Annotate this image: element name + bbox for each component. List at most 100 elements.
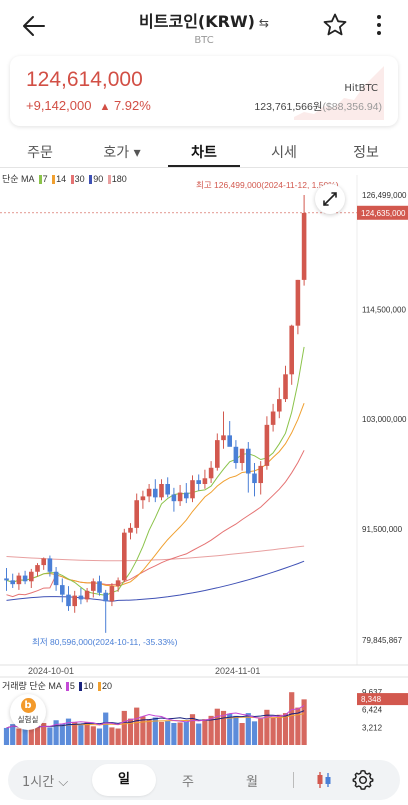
volume-bar: [189, 714, 196, 745]
tab-bar: 주문 호가 ▾ 차트 시세 정보: [0, 134, 408, 168]
interval-select[interactable]: 1시간 ⌵: [22, 771, 68, 790]
current-volume-tag: [357, 693, 408, 706]
volume-bar: [109, 727, 115, 745]
page-subtitle: BTC: [194, 35, 214, 46]
candle-body: [109, 586, 115, 602]
ma30-label: 30: [74, 174, 85, 184]
star-icon[interactable]: [322, 12, 348, 38]
volume-bar: [96, 728, 103, 745]
tab-order[interactable]: 주문: [27, 145, 53, 161]
ma7-swatch: [38, 175, 42, 185]
volume-tick-label: 9,637: [362, 688, 383, 697]
volume-legend-prefix: 거래량 단순 MA: [2, 681, 62, 691]
volume-bar: [251, 721, 258, 745]
more-menu-icon[interactable]: [372, 12, 386, 38]
volume-bar: [233, 715, 239, 745]
y-tick-label: 126,499,000: [362, 191, 407, 200]
ma180-swatch: [107, 175, 111, 185]
candle-body: [295, 279, 301, 326]
active-tab-indicator: [168, 165, 240, 167]
back-arrow-icon[interactable]: [20, 12, 48, 40]
candle-body: [283, 374, 288, 400]
volume-legend: 거래량 단순 MA 5 10 20: [2, 679, 112, 692]
settings-gear-icon[interactable]: [352, 769, 374, 791]
candle-body: [177, 492, 183, 502]
low-annotation: 최저 80,596,000(2024-10-11, -35.33%): [32, 637, 178, 647]
ma7-label: 7: [42, 174, 48, 184]
volume-bar: [78, 724, 84, 745]
volume-bar: [196, 723, 202, 745]
change-amount: +9,142,000: [26, 98, 92, 113]
high-annotation: 최고 126,499,000(2024-11-12, 1.50%): [196, 180, 339, 190]
volume-bar: [220, 710, 227, 745]
period-day-button[interactable]: 일: [92, 764, 156, 796]
expand-chart-button[interactable]: [315, 184, 345, 214]
volume-bar: [65, 718, 72, 745]
candle-body: [277, 399, 282, 412]
volume-bar: [84, 722, 90, 745]
volume-bar: [245, 713, 251, 745]
x-tick-label: 2024-10-01: [28, 666, 74, 676]
volume-bar: [289, 692, 295, 745]
vma20-swatch: [97, 682, 101, 692]
candle-body: [202, 478, 208, 485]
expand-icon: [323, 192, 337, 206]
exchange-price-usd: ($88,356.94): [322, 101, 382, 113]
candle-body: [264, 424, 270, 466]
candle-body: [301, 212, 307, 280]
ma30-swatch: [70, 175, 74, 185]
volume-bar: [28, 726, 34, 745]
candle-body: [190, 480, 195, 499]
price-card: 124,614,000 +9,142,000 ▲ 7.92% HitBTC 123…: [10, 56, 398, 126]
volume-bar: [72, 721, 78, 745]
candle-body: [122, 532, 127, 581]
vma5-line: [6, 704, 305, 729]
volume-bar: [282, 713, 289, 745]
volume-tick-label: 3,212: [362, 723, 383, 732]
swap-icon[interactable]: ⇆: [258, 16, 269, 30]
ma90-line: [6, 560, 305, 602]
candle-body: [171, 494, 177, 502]
price-chart[interactable]: 126,499,000 114,500,000 103,000,000 91,500,…: [0, 170, 408, 760]
volume-bar: [140, 716, 146, 745]
vma10-swatch: [79, 682, 83, 692]
tab-orderbook[interactable]: 호가 ▾: [103, 145, 141, 161]
candle-body: [221, 435, 226, 441]
candle-body: [239, 448, 245, 464]
volume-bar: [90, 726, 96, 745]
title-box[interactable]: 비트코인(KRW) ⇆ BTC: [80, 8, 328, 46]
page-title: 비트코인(KRW): [139, 12, 255, 31]
volume-bar: [171, 723, 177, 745]
tab-info[interactable]: 정보: [353, 145, 379, 161]
candle-body: [4, 578, 9, 581]
vma10-label: 10: [83, 681, 94, 691]
volume-bar: [22, 729, 28, 745]
tab-chart[interactable]: 차트: [191, 145, 217, 161]
x-tick-label: 2024-11-01: [215, 666, 260, 676]
lab-label: 실험실: [17, 715, 39, 724]
volume-bar: [270, 717, 276, 745]
candle-body: [208, 467, 214, 479]
toolbar-divider: [293, 772, 294, 788]
period-week-button[interactable]: 주: [182, 775, 194, 790]
up-arrow-icon: ▲: [99, 101, 111, 113]
lab-button[interactable]: b 실험실: [10, 694, 46, 730]
volume-bar: [202, 719, 208, 745]
volume-bar: [41, 723, 47, 745]
vma10-line: [6, 710, 305, 729]
ma90-label: 90: [93, 174, 104, 184]
change-percent: 7.92%: [113, 98, 151, 113]
candle-body: [246, 448, 251, 474]
ma14-swatch: [52, 175, 56, 185]
candle-body: [47, 558, 53, 572]
volume-bar: [239, 723, 245, 745]
period-month-button[interactable]: 월: [246, 775, 258, 790]
ma-legend: 단순 MA 7 14 30 90 180: [2, 172, 127, 185]
volume-bar: [121, 710, 127, 745]
candlestick-type-icon[interactable]: [314, 770, 334, 790]
candle-body: [233, 446, 239, 464]
volume-bar: [152, 717, 158, 745]
volume-bar: [165, 720, 171, 745]
tab-market-price[interactable]: 시세: [271, 145, 297, 161]
current-price-tag: [357, 205, 408, 220]
